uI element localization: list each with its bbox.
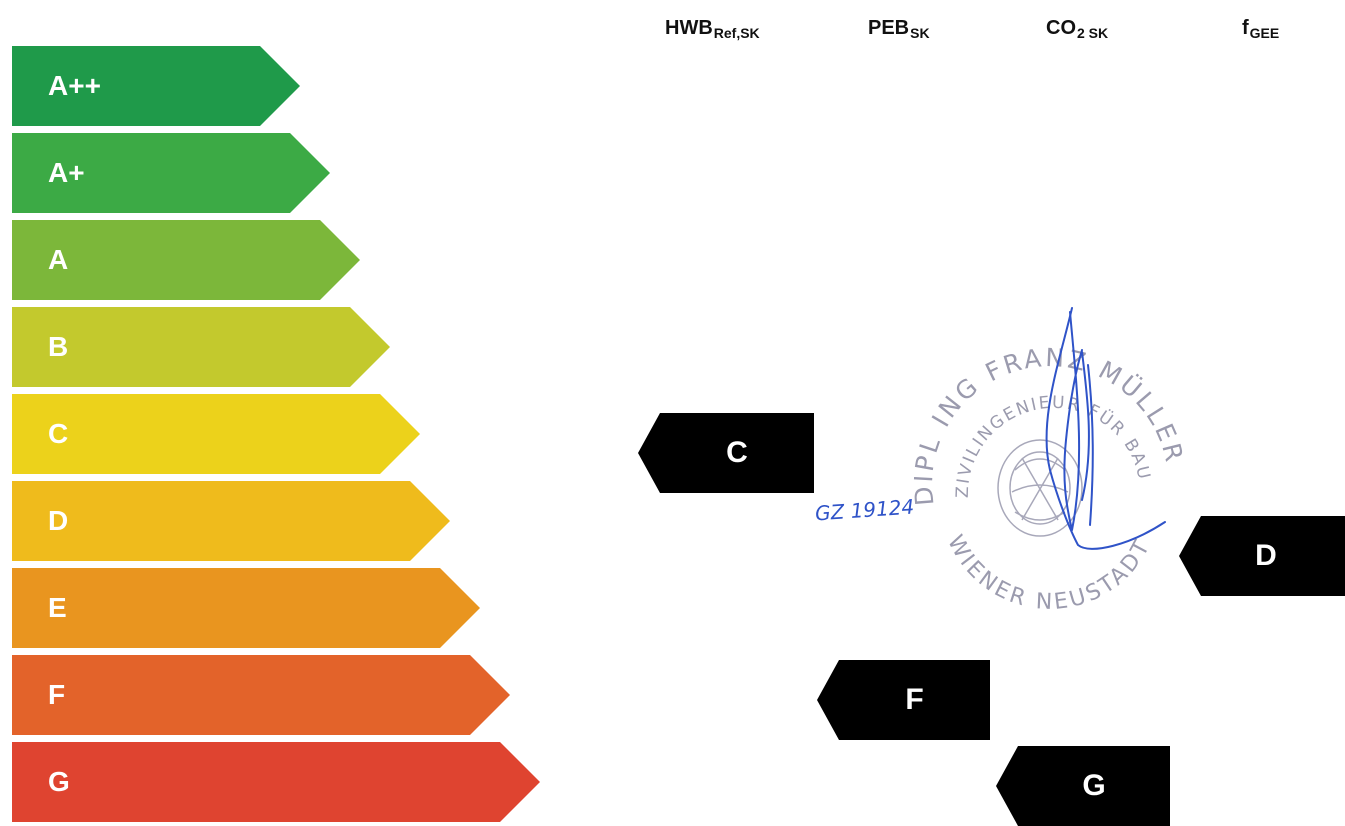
column-header-fgee: fGEE	[1242, 17, 1280, 41]
rating-marker-hwb: C	[638, 413, 814, 493]
signature	[1045, 307, 1166, 550]
column-header-peb: PEBSK	[868, 17, 930, 41]
scale-arrow-c: C	[12, 394, 420, 474]
scale-arrow-f: F	[12, 655, 510, 735]
scale-arrow-d: D	[12, 481, 450, 561]
stamp-inner-text: ZIVILINGENIEUR FÜR BAUWESEN	[0, 0, 1152, 498]
scale-arrow-e: E	[12, 568, 480, 648]
scale-arrow-a: A	[12, 220, 360, 300]
stamp-bottom-text: WIENER NEUSTADT	[942, 531, 1156, 615]
stamp-outer-text: DIPL ING FRANZ MÜLLER	[909, 343, 1190, 507]
scale-arrow-a-plus: A+	[12, 133, 330, 213]
scale-arrow-g: G	[12, 742, 540, 822]
scale-arrow-b: B	[12, 307, 390, 387]
rating-marker-co2: G	[996, 746, 1170, 826]
stamp-seal: DIPL ING FRANZ MÜLLER ZIVILINGENIEUR FÜR…	[0, 0, 1190, 615]
stamp-emblem	[997, 439, 1083, 537]
column-header-hwb: HWBRef,SK	[665, 17, 760, 41]
column-header-co2: CO2 SK	[1046, 17, 1109, 41]
rating-marker-peb: F	[817, 660, 990, 740]
rating-marker-fgee: D	[1179, 516, 1345, 596]
scale-arrow-a-plus-plus: A++	[12, 46, 300, 126]
